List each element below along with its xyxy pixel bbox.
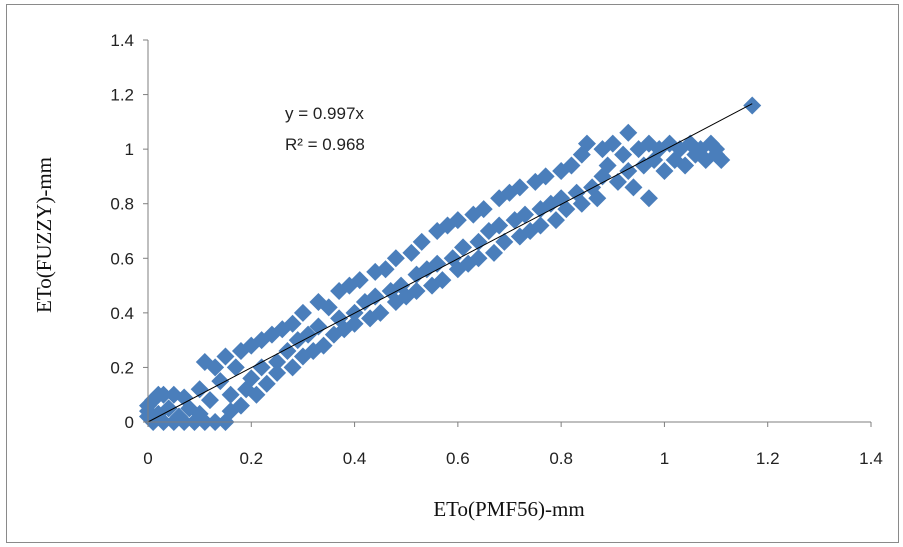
data-point <box>588 189 607 208</box>
data-point <box>557 200 576 219</box>
data-point <box>206 358 225 377</box>
y-axis-title: ETo(FUZZY)-mm <box>32 157 56 313</box>
data-point <box>474 200 493 219</box>
data-point <box>598 156 617 175</box>
data-point <box>536 167 555 186</box>
trendline-equation: y = 0.997x <box>285 104 364 123</box>
data-point <box>712 151 731 170</box>
data-point <box>490 216 509 235</box>
data-point <box>505 211 524 230</box>
x-tick-label: 0 <box>143 449 152 468</box>
data-point <box>608 172 627 191</box>
data-point <box>283 314 302 333</box>
x-tick-label: 1.4 <box>859 449 883 468</box>
data-point <box>159 399 178 418</box>
data-point <box>376 260 395 279</box>
data-point <box>371 303 390 322</box>
data-point <box>655 161 674 180</box>
x-tick-label: 0.2 <box>239 449 263 468</box>
data-point <box>448 211 467 230</box>
data-point <box>454 238 473 257</box>
x-tick-label: 0.8 <box>549 449 573 468</box>
data-point <box>639 189 658 208</box>
data-point <box>577 134 596 153</box>
data-point <box>319 298 338 317</box>
data-point <box>562 156 581 175</box>
data-point <box>345 314 364 333</box>
data-point <box>572 194 591 213</box>
data-point <box>469 249 488 268</box>
data-point <box>402 243 421 262</box>
x-tick-label: 0.4 <box>343 449 367 468</box>
data-point <box>268 352 287 371</box>
y-tick-label: 1.2 <box>110 86 134 105</box>
data-point <box>247 385 266 404</box>
data-point <box>407 282 426 301</box>
data-point <box>293 303 312 322</box>
data-point <box>211 372 230 391</box>
data-point <box>314 336 333 355</box>
data-point <box>531 216 550 235</box>
y-tick-label: 0.8 <box>110 195 134 214</box>
trendline-r2: R² = 0.968 <box>285 135 365 154</box>
x-tick-label: 1.2 <box>756 449 780 468</box>
data-point <box>412 232 431 251</box>
data-point <box>226 358 245 377</box>
data-point <box>624 178 643 197</box>
data-point <box>154 385 173 404</box>
y-tick-label: 0.2 <box>110 358 134 377</box>
data-point <box>216 347 235 366</box>
data-point <box>231 396 250 415</box>
x-tick-label: 0.6 <box>446 449 470 468</box>
trendline <box>147 103 753 423</box>
data-point <box>614 145 633 164</box>
data-point <box>257 374 276 393</box>
data-point <box>242 369 261 388</box>
data-point <box>386 249 405 268</box>
data-point <box>469 232 488 251</box>
data-point <box>515 205 534 224</box>
data-point <box>743 96 762 115</box>
data-point <box>495 232 514 251</box>
data-point <box>676 156 695 175</box>
data-point <box>350 271 369 290</box>
data-point <box>603 134 622 153</box>
x-tick-label: 1 <box>660 449 669 468</box>
y-tick-label: 0 <box>125 413 134 432</box>
y-tick-label: 0.4 <box>110 304 134 323</box>
data-point <box>252 358 271 377</box>
y-tick-label: 1.4 <box>110 31 134 50</box>
data-point <box>366 287 385 306</box>
data-point <box>428 254 447 273</box>
data-point <box>619 123 638 142</box>
data-point <box>485 243 504 262</box>
y-tick-label: 1 <box>125 140 134 159</box>
data-points <box>139 96 762 431</box>
data-point <box>190 380 209 399</box>
data-point <box>283 358 302 377</box>
data-point <box>299 325 318 344</box>
data-point <box>309 317 328 336</box>
data-point <box>433 271 452 290</box>
x-axis-ticks: 0 0.2 0.4 0.6 0.8 1 1.2 1.4 <box>143 422 883 468</box>
data-point <box>268 363 287 382</box>
chart-area: 0 0.2 0.4 0.6 0.8 1 1.2 1.4 0 0.2 0.4 0.6 0.8 1 1.2 1.… <box>6 4 899 543</box>
y-axis-ticks: 0 0.2 0.4 0.6 0.8 1 1.2 1.4 <box>110 31 148 432</box>
scatter-plot: 0 0.2 0.4 0.6 0.8 1 1.2 1.4 0 0.2 0.4 0.6 0.8 1 1.2 1.… <box>32 31 883 521</box>
data-point <box>221 385 240 404</box>
data-point <box>546 211 565 230</box>
x-axis-title: ETo(PMF56)-mm <box>433 497 584 521</box>
data-point <box>200 391 219 410</box>
y-tick-label: 0.6 <box>110 249 134 268</box>
